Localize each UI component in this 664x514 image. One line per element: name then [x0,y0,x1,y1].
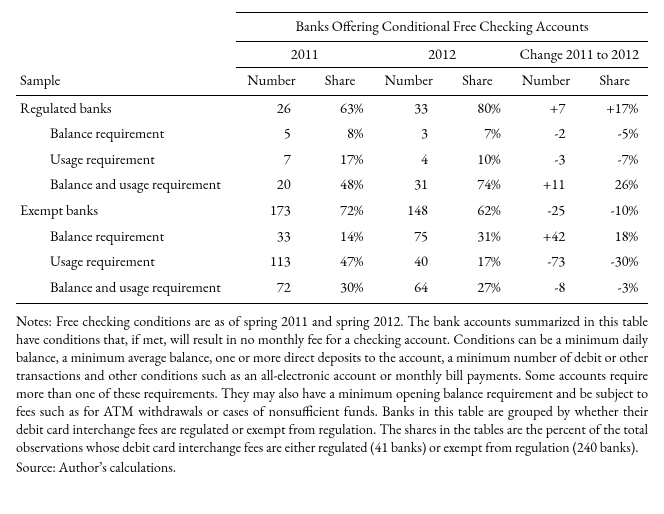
table-row: Regulated banks2663%3380%+7+17% [16,95,648,121]
cell: 75 [373,224,444,250]
cell: 113 [236,249,307,275]
cell: 31% [444,224,511,250]
cell: -73 [511,249,582,275]
cell: 8% [307,121,374,147]
cell: -8 [511,275,582,304]
table-row: Balance requirement58%37%-2-5% [16,121,648,147]
col-share-1: Share [307,68,374,96]
row-label: Usage requirement [16,249,236,275]
table-row: Balance requirement3314%7531%+4218% [16,224,648,250]
table-row: Usage requirement717%410%-3-7% [16,147,648,173]
cell: -30% [581,249,648,275]
cell: 63% [307,95,374,121]
cell: 14% [307,224,374,250]
cell: 27% [444,275,511,304]
cell: +42 [511,224,582,250]
cell: -2 [511,121,582,147]
cell: +11 [511,172,582,198]
table-source: Source: Author’s calculations. [16,459,648,478]
cell: 48% [307,172,374,198]
cell: 4 [373,147,444,173]
cell: 7% [444,121,511,147]
cell: 3 [373,121,444,147]
sample-head: Sample [16,68,236,96]
row-label: Exempt banks [16,198,236,224]
year-2012-head: 2012 [373,41,510,68]
row-label: Balance and usage requirement [16,275,236,304]
cell: 33 [373,95,444,121]
cell: 72% [307,198,374,224]
table-row: Exempt banks17372%14862%-25-10% [16,198,648,224]
cell: +7 [511,95,582,121]
row-label: Balance and usage requirement [16,172,236,198]
cell: 33 [236,224,307,250]
cell: 20 [236,172,307,198]
col-number-1: Number [236,68,307,96]
col-share-c: Share [581,68,648,96]
cell: 80% [444,95,511,121]
cell: 7 [236,147,307,173]
table-row: Balance and usage requirement2048%3174%+… [16,172,648,198]
cell: -3 [511,147,582,173]
cell: -10% [581,198,648,224]
row-label: Usage requirement [16,147,236,173]
change-head: Change 2011 to 2012 [511,41,648,68]
col-share-2: Share [444,68,511,96]
checking-accounts-table: Banks Offering Conditional Free Checking… [16,12,648,304]
table-row: Usage requirement11347%4017%-73-30% [16,249,648,275]
cell: 74% [444,172,511,198]
cell: 17% [444,249,511,275]
cell: -7% [581,147,648,173]
cell: 30% [307,275,374,304]
cell: 18% [581,224,648,250]
row-label: Balance requirement [16,224,236,250]
year-2011-head: 2011 [236,41,373,68]
cell: 31 [373,172,444,198]
cell: +17% [581,95,648,121]
cell: 173 [236,198,307,224]
table-notes: Notes: Free checking conditions are as o… [16,314,648,457]
cell: 10% [444,147,511,173]
cell: -5% [581,121,648,147]
cell: 17% [307,147,374,173]
col-number-c: Number [511,68,582,96]
cell: 26 [236,95,307,121]
table-row: Balance and usage requirement7230%6427%-… [16,275,648,304]
cell: 62% [444,198,511,224]
col-number-2: Number [373,68,444,96]
cell: 72 [236,275,307,304]
cell: 47% [307,249,374,275]
cell: -3% [581,275,648,304]
cell: 5 [236,121,307,147]
cell: 148 [373,198,444,224]
cell: 64 [373,275,444,304]
row-label: Balance requirement [16,121,236,147]
cell: 40 [373,249,444,275]
table-title: Banks Offering Conditional Free Checking… [236,13,648,42]
cell: 26% [581,172,648,198]
cell: -25 [511,198,582,224]
row-label: Regulated banks [16,95,236,121]
